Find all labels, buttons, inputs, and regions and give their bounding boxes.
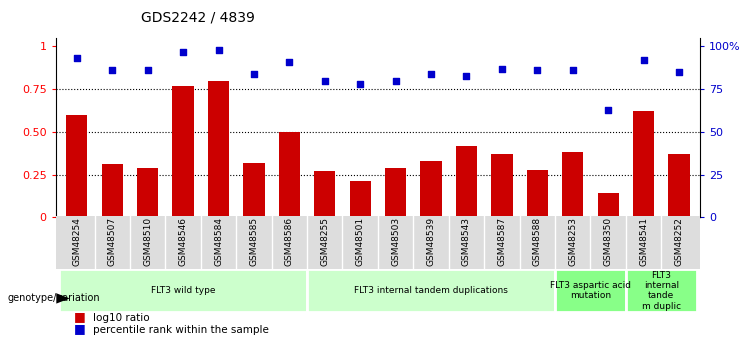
Text: ■: ■ [74,309,86,323]
Polygon shape [56,293,70,304]
Text: GSM48546: GSM48546 [179,217,187,266]
Bar [491,154,513,217]
Bar [527,169,548,217]
Point [177,49,189,55]
Bar [626,269,697,312]
Point [425,71,437,77]
Bar [314,171,336,217]
Bar [173,86,193,217]
Text: GSM48585: GSM48585 [250,217,259,266]
Text: FLT3 aspartic acid
mutation: FLT3 aspartic acid mutation [550,281,631,300]
Text: GSM48584: GSM48584 [214,217,223,266]
Text: GSM48586: GSM48586 [285,217,294,266]
Text: GSM48539: GSM48539 [427,217,436,266]
Point [354,81,366,87]
Bar [59,269,307,312]
Text: genotype/variation: genotype/variation [7,294,100,303]
Bar [102,164,123,217]
Bar [555,269,626,312]
Text: GSM48350: GSM48350 [604,217,613,266]
Point [496,66,508,71]
Bar [597,194,619,217]
Point [71,56,83,61]
Point [283,59,295,65]
Text: percentile rank within the sample: percentile rank within the sample [93,325,268,335]
Text: GSM48507: GSM48507 [107,217,117,266]
Text: GSM48254: GSM48254 [73,217,82,266]
Text: GSM48503: GSM48503 [391,217,400,266]
Text: GSM48253: GSM48253 [568,217,577,266]
Point [248,71,260,77]
Point [461,73,473,78]
Bar [66,115,87,217]
Text: GSM48255: GSM48255 [320,217,329,266]
Bar [668,154,690,217]
Text: GSM48587: GSM48587 [497,217,506,266]
Text: GSM48252: GSM48252 [674,217,683,266]
Point [567,68,579,73]
Bar [279,132,300,217]
Bar [562,152,583,217]
Text: GSM48541: GSM48541 [639,217,648,266]
Text: GDS2242 / 4839: GDS2242 / 4839 [141,10,255,24]
Point [213,47,225,53]
Point [142,68,153,73]
Bar [243,163,265,217]
Point [319,78,330,83]
Bar [420,161,442,217]
Point [673,69,685,75]
Point [106,68,118,73]
Text: log10 ratio: log10 ratio [93,313,149,323]
Bar [456,146,477,217]
Bar [633,111,654,217]
Bar [208,81,229,217]
Text: FLT3
internal
tande
m duplic: FLT3 internal tande m duplic [642,270,681,311]
Bar [307,269,555,312]
Text: FLT3 wild type: FLT3 wild type [151,286,216,295]
Bar [137,168,159,217]
Text: GSM48588: GSM48588 [533,217,542,266]
Text: FLT3 internal tandem duplications: FLT3 internal tandem duplications [354,286,508,295]
Bar [385,168,406,217]
Text: GSM48510: GSM48510 [143,217,152,266]
Text: GSM48543: GSM48543 [462,217,471,266]
Point [531,68,543,73]
Point [390,78,402,83]
Point [602,107,614,112]
Text: ■: ■ [74,322,86,335]
Bar [350,181,370,217]
Point [638,57,650,63]
Text: GSM48501: GSM48501 [356,217,365,266]
